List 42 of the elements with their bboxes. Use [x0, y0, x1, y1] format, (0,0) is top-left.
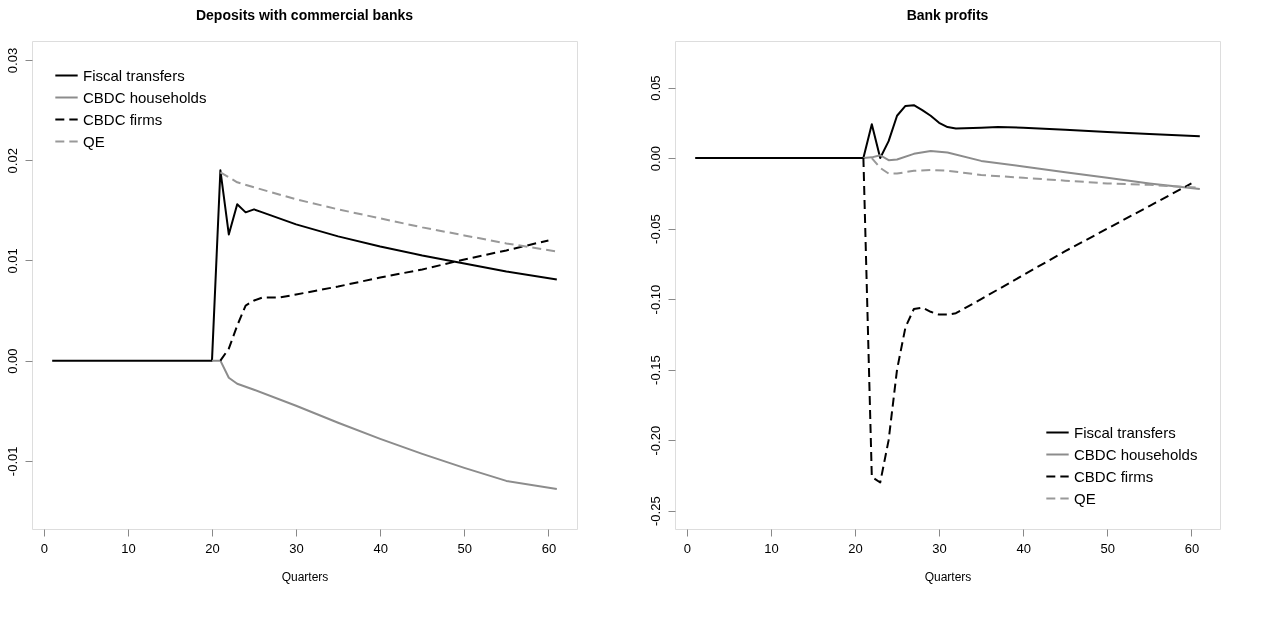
legend-label: CBDC firms — [83, 110, 163, 128]
x-tick-label: 0 — [40, 540, 48, 556]
line-series — [210, 359, 558, 490]
legend-label: CBDC households — [83, 88, 207, 106]
y-tick-label: -0.01 — [4, 446, 20, 477]
x-axis-title: Quarters — [281, 569, 329, 584]
line-series — [219, 171, 558, 253]
x-tick-label: 10 — [121, 540, 136, 556]
legend-label: Fiscal transfers — [1074, 423, 1176, 441]
x-tick-label: 60 — [541, 540, 557, 556]
legend-label: Fiscal transfers — [83, 66, 185, 84]
legend-label: QE — [1074, 489, 1096, 507]
y-tick-label: -0.25 — [647, 496, 663, 526]
y-tick-label: 0.02 — [4, 148, 20, 174]
y-tick-label: -0.20 — [647, 425, 663, 456]
y-tick-label: 0.05 — [647, 75, 663, 101]
x-tick-label: 60 — [1184, 540, 1200, 556]
legend-label: CBDC households — [1074, 445, 1198, 463]
chart-title: Deposits with commercial banks — [195, 7, 414, 23]
legend-label: QE — [83, 132, 105, 150]
line-series — [862, 150, 1201, 191]
x-tick-label: 50 — [457, 540, 473, 556]
y-tick-label: 0.00 — [647, 145, 663, 172]
x-tick-label: 0 — [683, 540, 691, 556]
y-tick-label: -0.10 — [647, 284, 663, 315]
y-tick-label: -0.05 — [647, 214, 663, 244]
line-series — [51, 169, 558, 362]
x-axis-title: Quarters — [924, 569, 972, 584]
x-tick-label: 20 — [205, 540, 220, 556]
chart-title: Bank profits — [906, 7, 989, 23]
y-tick-label: 0.03 — [4, 47, 20, 74]
x-tick-label: 40 — [1016, 540, 1031, 556]
y-tick-label: -0.15 — [647, 355, 663, 385]
legend-label: CBDC firms — [1074, 467, 1154, 485]
x-tick-label: 10 — [764, 540, 779, 556]
x-tick-label: 50 — [1100, 540, 1116, 556]
x-tick-label: 20 — [848, 540, 863, 556]
y-tick-label: 0.01 — [4, 248, 20, 274]
y-tick-label: 0.00 — [4, 348, 20, 374]
x-tick-label: 30 — [289, 540, 304, 556]
x-tick-label: 30 — [932, 540, 947, 556]
x-tick-label: 40 — [373, 540, 388, 556]
